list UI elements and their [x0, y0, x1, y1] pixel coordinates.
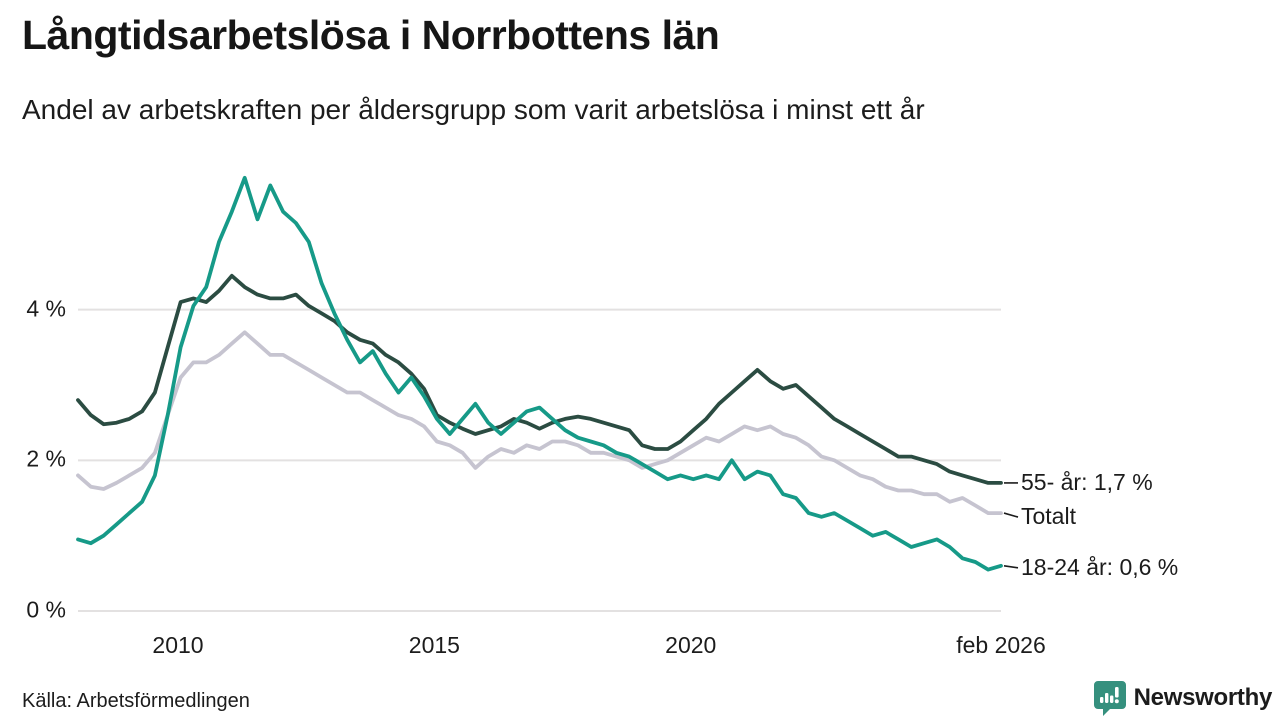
series-end-label-totalt: Totalt	[1021, 503, 1076, 530]
newsworthy-logo-icon	[1093, 680, 1127, 716]
x-axis-tick-label: feb 2026	[956, 632, 1046, 658]
brand-lockup: Newsworthy	[1093, 680, 1272, 716]
series-end-label-18-24: 18-24 år: 0,6 %	[1021, 553, 1179, 580]
annotation-connector	[1003, 565, 1019, 569]
x-axis-tick-label: 2010	[152, 632, 204, 658]
annotation-connector	[1003, 512, 1019, 518]
series-end-label-55: 55- år: 1,7 %	[1021, 468, 1153, 495]
y-axis-tick-label: 0 %	[26, 596, 66, 623]
source-note: Källa: Arbetsförmedlingen	[22, 690, 250, 712]
brand-wordmark: Newsworthy	[1133, 684, 1273, 711]
page-title: Långtidsarbetslösa i Norrbottens län	[22, 12, 720, 58]
y-axis-tick-label: 4 %	[26, 295, 66, 322]
series-line-55-r	[76, 273, 1003, 485]
x-axis-tick-label: 2020	[665, 632, 717, 658]
series-line-18-24-r	[76, 175, 1003, 572]
page-subtitle: Andel av arbetskraften per åldersgrupp s…	[22, 94, 925, 125]
y-axis-tick-label: 2 %	[26, 445, 66, 472]
series-line-totalt	[76, 330, 1003, 515]
x-axis-tick-label: 2015	[408, 632, 460, 658]
